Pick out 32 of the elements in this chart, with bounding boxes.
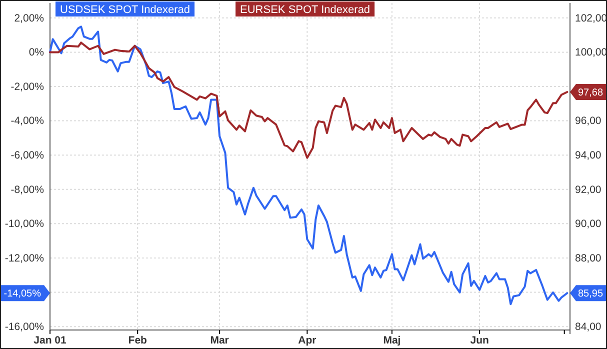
- value-tag: 85,95: [570, 285, 607, 302]
- x-tick-label: Jan 01: [34, 334, 66, 347]
- series-label: USDSEK SPOT Indexerad: [60, 4, 190, 16]
- y-tick-label: 2,00%: [14, 12, 44, 24]
- x-tick-label: Feb: [128, 334, 147, 347]
- y-tick-label: -16,00%: [4, 320, 44, 333]
- x-tick-label: Mar: [210, 334, 229, 347]
- y2-tick-label: 84,00: [575, 320, 602, 333]
- x-tick-label: Maj: [383, 334, 401, 347]
- value-tag: 97,68: [570, 84, 607, 100]
- y2-tick-label: 94,00: [575, 149, 602, 162]
- y-tick-label: -6,00%: [10, 149, 44, 162]
- y-tick-label: -8,00%: [10, 184, 44, 196]
- x-tick-label: Apr: [298, 334, 316, 347]
- line-series: [49, 26, 568, 306]
- x-tick-label: Jun: [470, 334, 489, 347]
- annotation: 85,95: [578, 288, 604, 300]
- y2-tick-label: 88,00: [575, 252, 602, 264]
- line-series: [49, 42, 568, 159]
- y-tick-label: -4,00%: [10, 115, 44, 128]
- text: EURSEK SPOT Indexerad: [240, 4, 370, 16]
- value-tag: -14,05%: [0, 285, 50, 302]
- y2-tick-label: 92,00: [575, 184, 602, 196]
- y-tick-label: -10,00%: [4, 218, 44, 230]
- y2-tick-label: 96,00: [575, 115, 602, 128]
- y2-tick-label: 102,00: [575, 12, 607, 24]
- y-tick-label: 0%: [28, 46, 44, 59]
- y-tick-label: -2,00%: [10, 80, 44, 93]
- y-tick-label: -12,00%: [4, 252, 44, 264]
- y2-tick-label: 90,00: [575, 218, 602, 230]
- y2-tick-label: 100,00: [575, 46, 607, 59]
- annotation: 97,68: [578, 87, 604, 98]
